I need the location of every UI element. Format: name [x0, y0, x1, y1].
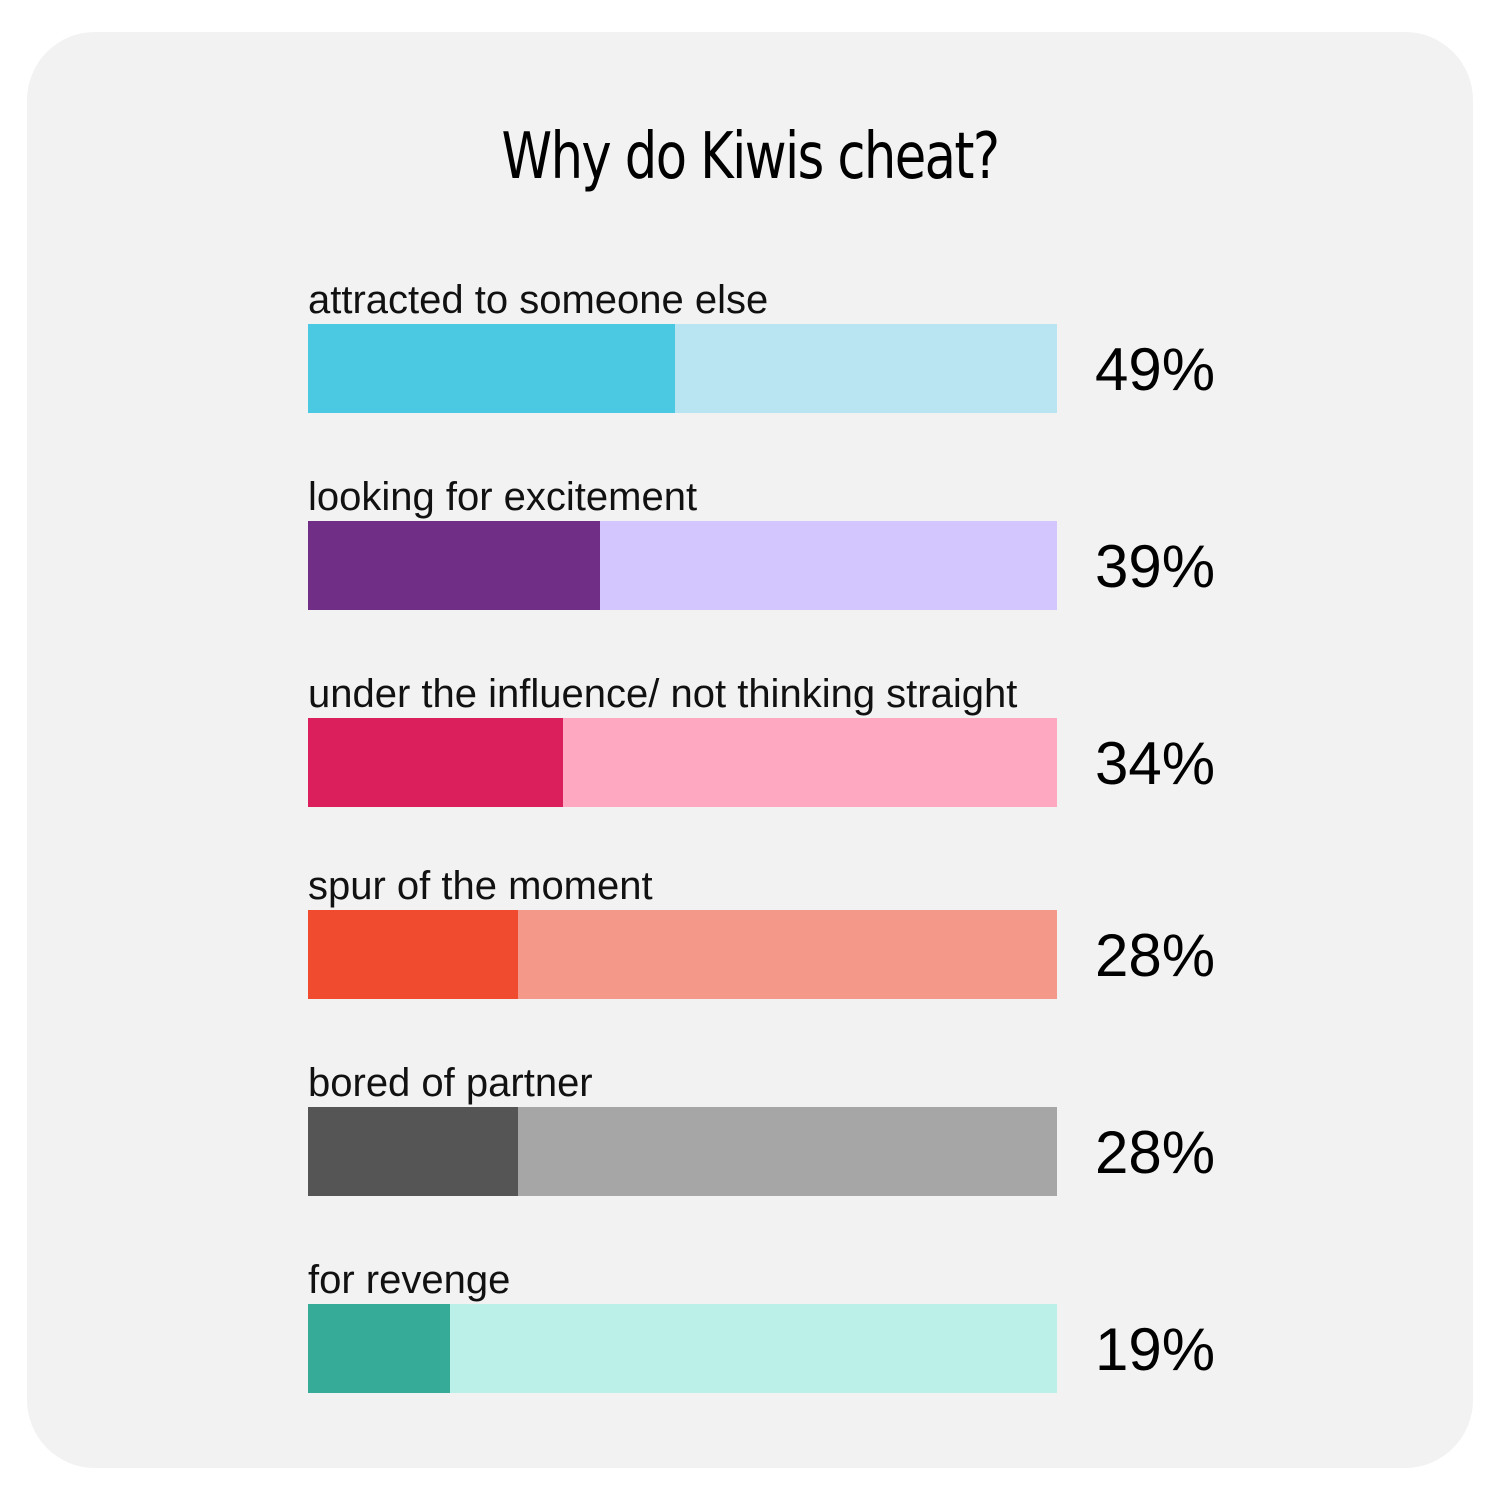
- bar-label: spur of the moment: [308, 864, 653, 908]
- bar-label: bored of partner: [308, 1061, 593, 1105]
- bar-value-label: 28%: [1095, 922, 1216, 989]
- bar-fill: [308, 718, 563, 807]
- chart-title: Why do Kiwis cheat?: [501, 120, 1001, 194]
- bar-track: [308, 910, 1057, 999]
- bar-track: [308, 1304, 1057, 1393]
- bar-label: looking for excitement: [308, 475, 698, 519]
- bar-value-label: 28%: [1095, 1119, 1216, 1186]
- bar-label: under the influence/ not thinking straig…: [308, 672, 1018, 716]
- bar-value-label: 34%: [1095, 730, 1216, 797]
- bar-track: [308, 324, 1057, 413]
- bar-fill: [308, 521, 601, 610]
- bar-label: attracted to someone else: [308, 278, 769, 322]
- bar-fill: [308, 1107, 518, 1196]
- bar-track: [308, 1107, 1057, 1196]
- bar-track: [308, 521, 1057, 610]
- bar-fill: [308, 324, 675, 413]
- bar-value-label: 19%: [1095, 1316, 1216, 1383]
- bar-value-label: 49%: [1095, 336, 1216, 403]
- bar-value-label: 39%: [1095, 533, 1216, 600]
- bar-fill: [308, 1304, 451, 1393]
- bar-label: for revenge: [308, 1258, 511, 1302]
- bar-fill: [308, 910, 518, 999]
- bar-track: [308, 718, 1057, 807]
